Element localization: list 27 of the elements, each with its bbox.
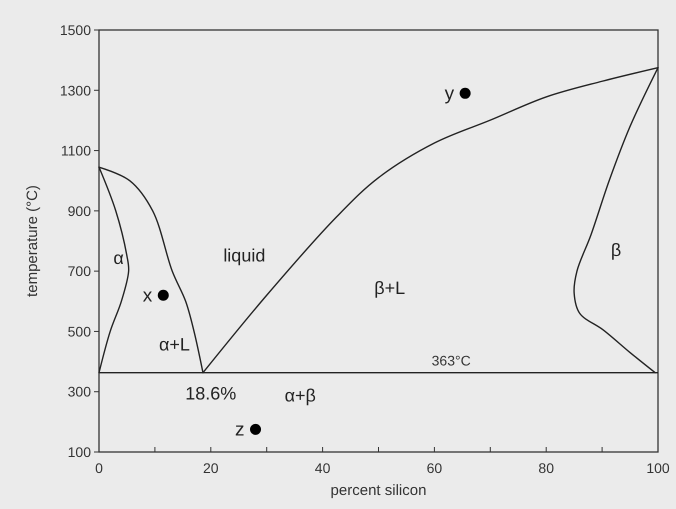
y-tick-label: 900 [68,202,92,219]
ref-line-label: 363°C [432,352,471,369]
y-tick-label: 100 [68,444,92,460]
x-tick-label: 40 [314,460,331,476]
y-tick-label: 1100 [60,142,92,159]
y-tick-label: 700 [68,263,92,280]
annotation: β+L [374,278,406,298]
x-tick-label: 100 [646,460,670,476]
x-tick-label: 20 [203,460,219,476]
annotation: α [113,248,124,268]
annotation: liquid [223,245,266,266]
annotation: α+L [158,334,190,355]
y-tick-label: 500 [68,323,92,340]
annotation: y [444,83,455,104]
y-tick-label: 300 [68,384,92,400]
x-tick-label: 60 [426,460,442,476]
annotation: α+β [284,385,316,406]
annotation: z [235,419,245,440]
x-tick-label: 0 [95,460,104,476]
annotation: β [610,240,622,260]
y-tick-label: 1500 [60,22,92,38]
x-tick-label: 80 [538,460,554,476]
y-axis-title: temperature (°C) [24,185,41,297]
annotation: x [142,285,153,306]
y-tick-label: 1300 [60,82,92,98]
annotation: 18.6% [185,383,236,404]
x-axis-title: percent silicon [330,482,426,499]
